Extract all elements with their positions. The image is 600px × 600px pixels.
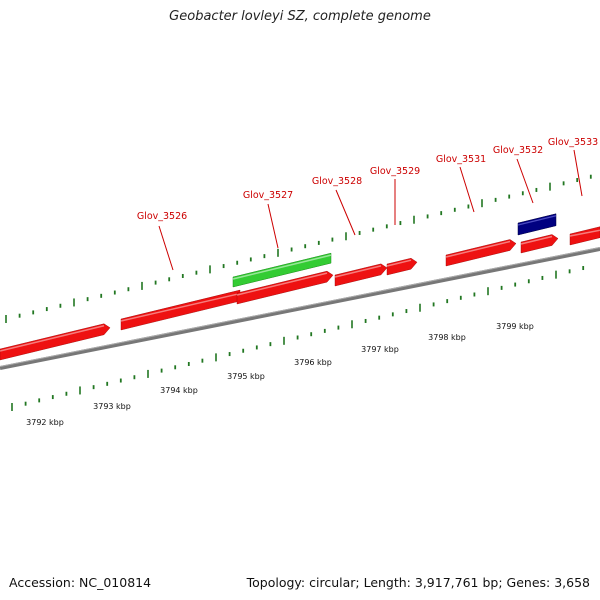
- kbp-label: 3796 kbp: [294, 358, 332, 367]
- gene-bar-sheen: [445, 240, 511, 258]
- gene-bar-sheen: [386, 259, 412, 267]
- genome-meta-text: Topology: circular; Length: 3,917,761 bp…: [246, 575, 590, 590]
- gene-bar: [236, 270, 334, 305]
- gene-bar: [334, 263, 388, 287]
- gene-bar-sheen: [236, 272, 328, 296]
- gene-label: Glov_3533: [548, 137, 598, 148]
- leader-line: [158, 225, 174, 271]
- leader-line: [267, 203, 279, 249]
- kbp-label: 3794 kbp: [160, 386, 198, 395]
- gene-labels: Glov_3526 Glov_3527 Glov_3528 Glov_3529 Glov…: [137, 137, 598, 222]
- accession-text: Accession: NC_010814: [9, 575, 152, 590]
- gene-track: [0, 213, 600, 361]
- kbp-label: 3792 kbp: [26, 418, 64, 427]
- gene-label: Glov_3528: [312, 176, 362, 187]
- genome-backbone: [0, 247, 600, 370]
- kbp-label: 3795 kbp: [227, 372, 265, 381]
- label-leaders: [158, 149, 583, 271]
- backbone-highlight: [0, 247, 600, 367]
- kbp-label: 3793 kbp: [93, 402, 131, 411]
- map-title: Geobacter lovleyi SZ, complete genome: [169, 9, 431, 24]
- gene-bar: [569, 226, 600, 246]
- gene-bar: [445, 239, 517, 267]
- green-gene-sheen: [232, 254, 332, 280]
- leader-line: [335, 189, 356, 236]
- gene-bar-sheen: [0, 325, 105, 352]
- leader-line: [516, 158, 534, 204]
- kbp-label: 3797 kbp: [361, 345, 399, 354]
- gene-bar-sheen: [569, 229, 600, 237]
- gene-bar-sheen: [520, 235, 553, 245]
- leader-line: [459, 166, 475, 213]
- gene-label: Glov_3532: [493, 145, 543, 156]
- gene-bar-sheen: [120, 292, 241, 322]
- blue-gene-bar: [517, 213, 557, 236]
- gene-bar-sheen: [334, 265, 382, 278]
- gene-label: Glov_3529: [370, 166, 420, 177]
- kbp-labels: 3792 kbp 3793 kbp 3794 kbp 3795 kbp 3796 kbp…: [26, 322, 534, 427]
- kbp-label: 3799 kbp: [496, 322, 534, 331]
- gene-bar: [520, 234, 559, 254]
- gene-label: Glov_3527: [243, 190, 293, 201]
- gene-label: Glov_3531: [436, 154, 486, 165]
- gene-bar: [120, 289, 241, 331]
- leader-line: [573, 149, 583, 197]
- gene-bar: [386, 257, 418, 276]
- kbp-label: 3798 kbp: [428, 333, 466, 342]
- gene-label: Glov_3526: [137, 211, 187, 222]
- lower-tick-track: [11, 266, 585, 411]
- gene-bar: [0, 323, 111, 361]
- backbone-line: [0, 247, 600, 370]
- upper-tick-track: [5, 174, 592, 323]
- blue-gene-sheen: [517, 215, 557, 226]
